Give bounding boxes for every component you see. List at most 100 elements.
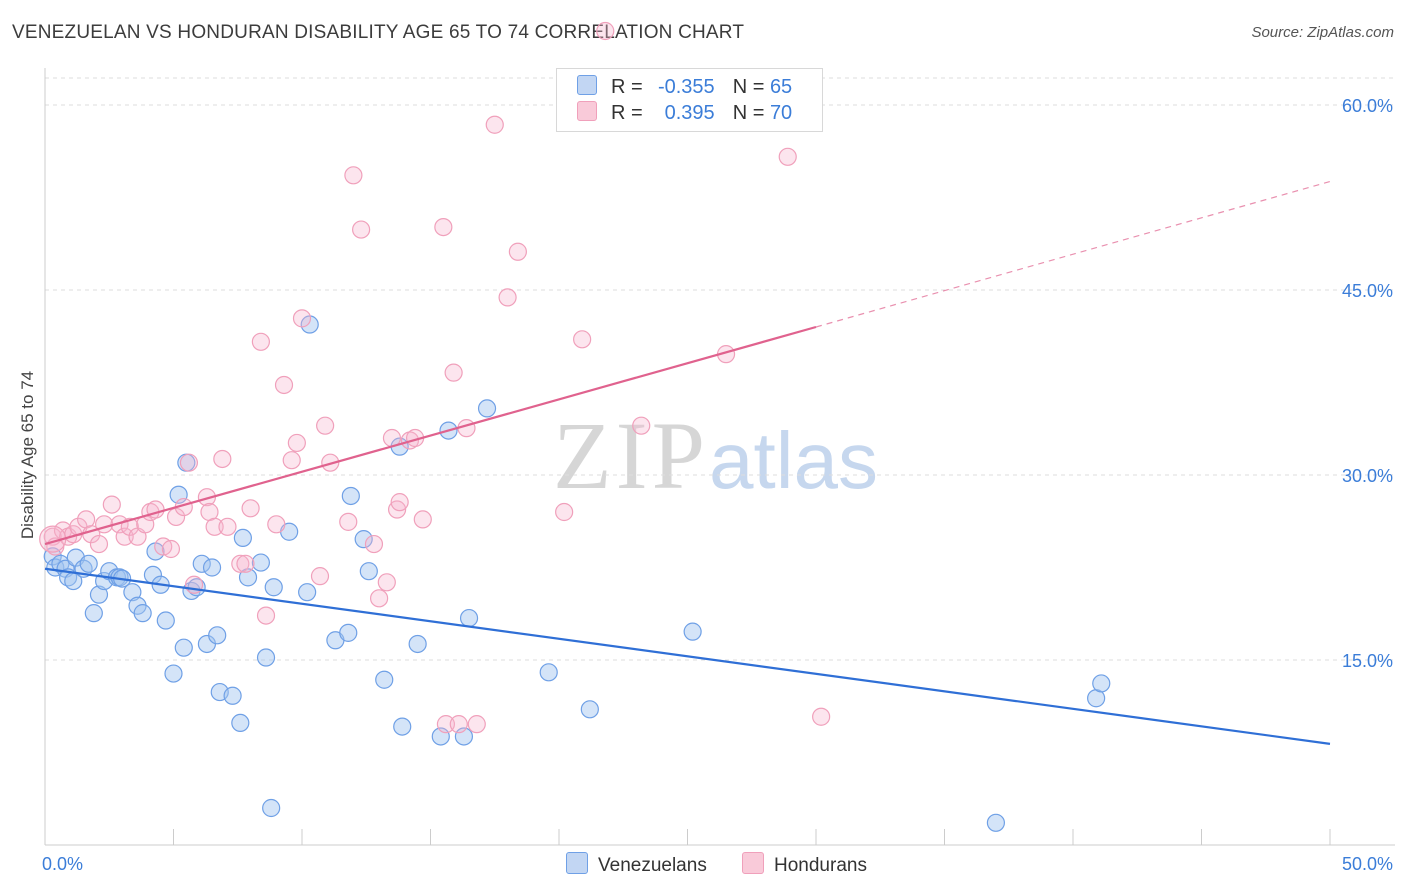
chart-title: VENEZUELAN VS HONDURAN DISABILITY AGE 65… [12, 22, 745, 43]
correlation-legend: R = -0.355 N = 65 R = 0.395 N = 70 [556, 68, 823, 132]
venezuelan-point [256, 648, 276, 667]
axes [44, 68, 1395, 846]
venezuelan-point [208, 626, 227, 645]
hondurans-trend-extension [815, 180, 1331, 328]
honduran-point [179, 453, 199, 472]
bottom-legend-label-hondurans: Hondurans [774, 855, 867, 876]
venezuelan-point [202, 558, 222, 577]
venezuelan-point [123, 583, 142, 602]
honduran-point [120, 517, 139, 536]
source-label: Source: ZipAtlas.com [1251, 24, 1394, 41]
honduran-point [573, 330, 592, 349]
honduran-point [449, 715, 468, 734]
venezuelan-point [84, 604, 103, 623]
honduran-point [344, 166, 363, 185]
honduran-point [498, 288, 517, 307]
venezuelan-point [164, 664, 183, 683]
honduran-point [95, 515, 114, 534]
honduran-point [485, 115, 504, 134]
honduran-point [115, 527, 134, 546]
venezuelan-point [233, 528, 252, 548]
legend-row-venezuelans: R = -0.355 N = 65 [577, 75, 792, 101]
bottom-legend-swatch-hondurans [742, 852, 764, 874]
venezuelan-point [174, 638, 193, 657]
honduran-point [267, 515, 286, 534]
venezuelan-point [231, 713, 250, 733]
honduran-point [236, 554, 255, 573]
honduran-point [444, 363, 463, 382]
venezuelan-point [339, 623, 358, 642]
watermark-atlas: atlas [709, 416, 878, 505]
venezuelan-point [79, 554, 98, 573]
x-tick-label: 0.0% [42, 854, 83, 874]
venezuelan-point [223, 686, 242, 705]
legend-n-label: N = [732, 102, 765, 124]
honduran-point [241, 499, 260, 518]
venezuelan-point [375, 670, 394, 689]
honduran-point [508, 242, 527, 261]
honduran-point [436, 715, 456, 734]
honduran-point [632, 416, 651, 435]
legend-r-value: -0.355 [657, 76, 715, 98]
honduran-point [282, 451, 301, 470]
bottom-legend-hondurans: Hondurans [742, 852, 867, 877]
venezuelan-point [192, 554, 211, 573]
honduran-point [370, 589, 389, 608]
venezuelan-point [580, 700, 599, 719]
venezuelan-point [251, 553, 270, 572]
honduran-point [287, 433, 306, 453]
venezuelan-point [393, 717, 412, 736]
venezuelan-point [359, 562, 378, 581]
venezuelan-point [539, 663, 558, 682]
honduran-point [256, 606, 276, 625]
honduran-point [390, 493, 409, 512]
legend-swatch-venezuelans [577, 75, 597, 95]
venezuelan-point [354, 530, 373, 549]
bottom-legend-swatch-venezuelans [566, 852, 588, 874]
venezuelan-point [986, 813, 1006, 832]
venezuelan-point [341, 486, 360, 506]
honduran-point [434, 218, 453, 237]
venezuelans-points [43, 315, 1111, 832]
y-axis-label: Disability Age 65 to 74 [18, 371, 37, 539]
honduran-point [205, 517, 224, 536]
honduran-point [89, 534, 109, 554]
legend-swatch-hondurans [577, 101, 597, 121]
legend-n-label: N = [732, 76, 765, 98]
honduran-point [213, 449, 232, 469]
honduran-point [778, 147, 797, 166]
honduran-point [310, 567, 330, 586]
legend-r-value: 0.395 [664, 102, 715, 124]
honduran-point [161, 539, 181, 559]
honduran-point [812, 707, 831, 726]
honduran-point [231, 554, 250, 573]
venezuelan-point [477, 399, 497, 418]
honduran-point [102, 495, 121, 514]
honduran-point [555, 502, 574, 522]
venezuelan-point [298, 583, 317, 602]
hondurans-points [39, 21, 831, 734]
honduran-point [166, 507, 186, 527]
venezuelan-point [264, 578, 283, 597]
bottom-legend-label-venezuelans: Venezuelans [598, 855, 707, 876]
honduran-point [316, 416, 335, 435]
venezuelan-point [238, 568, 258, 587]
honduran-point [352, 220, 371, 239]
honduran-point [251, 332, 270, 351]
venezuelan-point [683, 622, 702, 641]
venezuelan-point [262, 798, 281, 818]
venezuelan-point [133, 604, 152, 623]
legend-n-value: 65 [769, 76, 793, 98]
watermark: ZIPatlas [553, 400, 878, 511]
y-tick-label: 45.0% [1342, 281, 1393, 301]
venezuelan-point [1092, 674, 1111, 693]
venezuelan-point [156, 611, 175, 630]
venezuelan-point [408, 634, 427, 654]
legend-n-value: 70 [769, 102, 793, 124]
venezuelans-trend-line [44, 567, 1331, 745]
y-tick-label: 30.0% [1342, 466, 1393, 486]
bottom-legend-venezuelans: Venezuelans [566, 852, 707, 877]
venezuelan-point [89, 585, 109, 604]
hondurans-trend-line [44, 325, 817, 546]
